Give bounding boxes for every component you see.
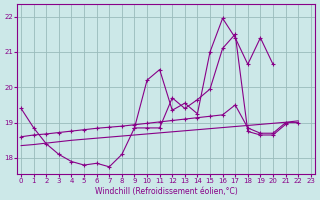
X-axis label: Windchill (Refroidissement éolien,°C): Windchill (Refroidissement éolien,°C): [95, 187, 237, 196]
